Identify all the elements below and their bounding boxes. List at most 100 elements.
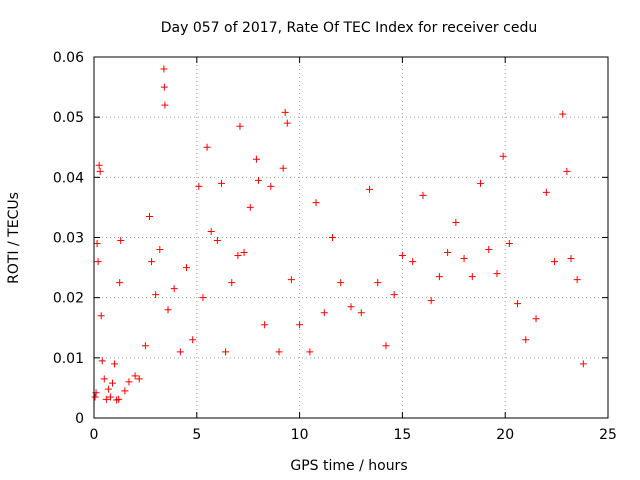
x-tick-label: 20: [496, 427, 514, 443]
x-tick-label: 0: [90, 427, 99, 443]
data-point: [522, 336, 530, 344]
x-tick-label: 15: [393, 427, 411, 443]
data-point: [102, 395, 110, 403]
x-tick-label: 25: [599, 427, 617, 443]
data-point: [160, 83, 168, 91]
data-point: [281, 108, 289, 116]
data-point: [563, 167, 571, 175]
data-point: [366, 185, 374, 193]
y-tick-label: 0.04: [53, 170, 84, 186]
data-point: [347, 303, 355, 311]
data-point: [161, 101, 169, 109]
data-point: [95, 161, 103, 169]
data-point: [98, 357, 106, 365]
data-point: [97, 312, 105, 320]
data-point: [199, 294, 207, 302]
axis-ticks: 0 5 10 15 20 25 0 0.01 0.02 0.03 0.04 0.05 0.06: [53, 50, 617, 443]
data-point: [152, 291, 160, 299]
data-point: [551, 258, 559, 266]
data-point: [104, 385, 112, 393]
data-point: [419, 191, 427, 199]
data-point: [283, 119, 291, 127]
data-point: [567, 255, 575, 263]
y-tick-label: 0.05: [53, 110, 84, 126]
data-point: [296, 321, 304, 329]
data-point: [164, 306, 172, 314]
data-point: [493, 270, 501, 278]
data-point: [115, 395, 123, 403]
data-point: [148, 258, 156, 266]
data-point: [559, 110, 567, 118]
data-point: [189, 336, 197, 344]
data-point: [160, 65, 168, 73]
y-axis-label: ROTI / TECUs: [6, 192, 22, 284]
data-point: [468, 273, 476, 281]
data-point: [279, 164, 287, 172]
data-point: [514, 300, 522, 308]
data-point: [477, 179, 485, 187]
data-point: [100, 375, 108, 383]
data-point: [213, 237, 221, 245]
data-point: [452, 218, 460, 226]
data-point: [146, 212, 154, 220]
data-point: [320, 309, 328, 317]
x-tick-label: 5: [192, 427, 201, 443]
data-point: [573, 276, 581, 284]
data-point: [217, 179, 225, 187]
data-point: [427, 297, 435, 305]
x-tick-label: 10: [291, 427, 309, 443]
data-point: [398, 252, 406, 260]
data-point: [435, 273, 443, 281]
data-point: [176, 348, 184, 356]
data-point: [96, 167, 104, 175]
data-point: [390, 291, 398, 299]
y-tick-label: 0.01: [53, 351, 84, 367]
x-axis-label: GPS time / hours: [290, 458, 407, 474]
data-point: [203, 143, 211, 151]
data-point: [156, 246, 164, 254]
data-point: [135, 375, 143, 383]
data-point: [444, 249, 452, 257]
data-point: [141, 342, 149, 350]
data-point: [287, 276, 295, 284]
data-point: [328, 234, 336, 241]
data-point: [91, 393, 99, 401]
data-point: [131, 372, 139, 380]
data-point: [306, 348, 314, 356]
data-point: [117, 237, 125, 245]
data-point: [409, 258, 417, 266]
data-point: [246, 203, 254, 211]
data-point: [382, 342, 390, 350]
data-point: [499, 152, 507, 160]
y-tick-label: 0.03: [53, 231, 84, 247]
data-point: [109, 379, 117, 387]
data-point: [485, 246, 493, 254]
data-point: [195, 182, 203, 190]
data-point: [374, 279, 382, 287]
data-point: [337, 279, 345, 287]
data-point: [183, 264, 191, 272]
data-point: [207, 227, 215, 235]
y-tick-label: 0: [75, 411, 84, 427]
data-point: [460, 255, 468, 263]
data-point: [116, 279, 124, 287]
data-points: [91, 65, 587, 404]
y-tick-label: 0.06: [53, 50, 84, 66]
data-point: [170, 285, 178, 293]
data-point: [94, 258, 102, 266]
data-point: [252, 155, 260, 163]
data-point: [254, 176, 262, 184]
y-tick-label: 0.02: [53, 291, 84, 307]
data-point: [267, 182, 275, 190]
data-point: [234, 252, 242, 260]
data-point: [579, 360, 587, 368]
data-point: [222, 348, 230, 356]
data-point: [106, 393, 114, 401]
data-point: [532, 315, 540, 323]
data-point: [111, 360, 119, 368]
data-point: [275, 348, 283, 356]
data-point: [125, 378, 133, 386]
data-point: [312, 199, 320, 207]
grid: [94, 57, 608, 418]
